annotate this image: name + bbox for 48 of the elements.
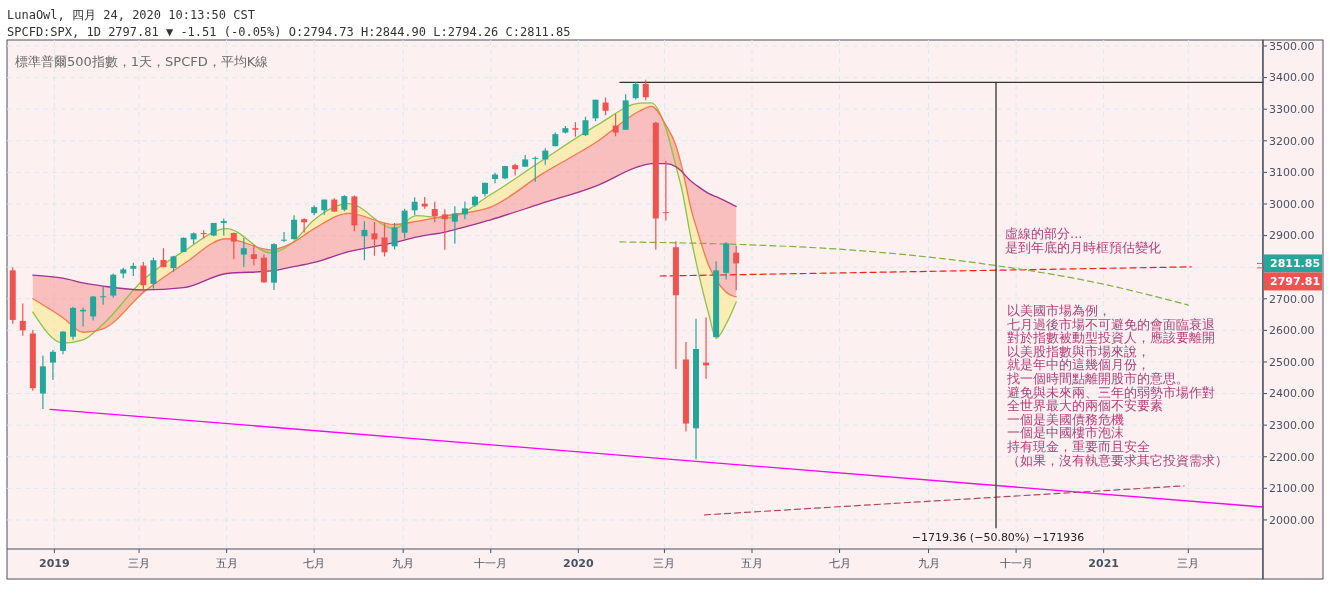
annotation: 對於指數被動型投資人，應該要離開 bbox=[1007, 330, 1215, 346]
y-tick-label: 2500.00 bbox=[1269, 355, 1315, 369]
x-tick-label: 十一月 bbox=[999, 557, 1033, 570]
x-tick-label: 七月 bbox=[828, 557, 851, 570]
ref-line-label: 2797.81 bbox=[1270, 275, 1321, 289]
y-tick-label: 3500.00 bbox=[1269, 39, 1315, 53]
x-tick-label: 九月 bbox=[392, 557, 415, 570]
y-tick-label: 3200.00 bbox=[1269, 134, 1315, 148]
x-tick-label: 2021 bbox=[1088, 557, 1119, 570]
y-tick-label: 2900.00 bbox=[1269, 229, 1315, 243]
chart-title: LunaOwl, 四月 24, 2020 10:13:50 CST bbox=[7, 8, 255, 22]
annotation: 七月過後市場不可避免的會面臨衰退 bbox=[1007, 316, 1215, 332]
annotation: （如果，沒有執意要求其它投資需求） bbox=[1007, 452, 1228, 468]
ref-line-label: 2811.85 bbox=[1270, 257, 1321, 271]
y-tick-label: 3000.00 bbox=[1269, 197, 1315, 211]
annotation: 全世界最大的兩個不安要素 bbox=[1007, 398, 1163, 414]
y-tick-label: 2700.00 bbox=[1269, 292, 1315, 306]
y-tick-label: 2300.00 bbox=[1269, 419, 1315, 432]
annotation: 標準普爾500指數，1天，SPCFD，平均K線 bbox=[15, 54, 269, 69]
annotation: 一個是美國債務危機 bbox=[1007, 411, 1124, 427]
x-tick-label: 2020 bbox=[562, 557, 594, 570]
x-tick-label: 2019 bbox=[39, 557, 70, 570]
annotation: 虛線的部分... bbox=[1005, 226, 1083, 241]
y-tick-label: 2000.00 bbox=[1269, 513, 1315, 527]
annotation: −1719.36 (−50.80%) −171936 bbox=[911, 530, 1085, 544]
y-tick-label: 2200.00 bbox=[1269, 450, 1315, 464]
y-tick-label: 2400.00 bbox=[1269, 387, 1315, 401]
x-tick-label: 七月 bbox=[303, 557, 326, 570]
y-tick-label: 3100.00 bbox=[1269, 166, 1315, 180]
annotation: 找一個時間點離開股市的意思。 bbox=[1006, 371, 1189, 386]
y-tick-label: 3300.00 bbox=[1269, 103, 1315, 117]
annotation: 以美國市場為例， bbox=[1007, 303, 1111, 318]
x-tick-label: 三月 bbox=[1177, 557, 1200, 570]
x-tick-label: 五月 bbox=[215, 557, 238, 570]
x-tick-label: 三月 bbox=[128, 557, 151, 570]
annotation: 以美股指數與市場來說， bbox=[1007, 343, 1150, 359]
x-tick-label: 九月 bbox=[917, 557, 940, 570]
chart-subtitle: SPCFD:SPX, 1D 2797.81 ▼ -1.51 (-0.05%) O:2794.73 H:2844.90 L:2794.26 C:2811.85 bbox=[7, 25, 571, 39]
y-tick-label: 2600.00 bbox=[1269, 324, 1315, 338]
annotation: 避免與未來兩、三年的弱勢市場作對 bbox=[1007, 384, 1215, 400]
annotation: 是到年底的月時框預估變化 bbox=[1005, 240, 1161, 255]
x-tick-label: 三月 bbox=[653, 557, 676, 570]
annotation: 持有現金，重要而且安全 bbox=[1007, 439, 1150, 454]
x-tick-label: 十一月 bbox=[474, 557, 508, 570]
annotation: 一個是中國樓市泡沫 bbox=[1007, 425, 1124, 441]
y-tick-label: 3400.00 bbox=[1269, 71, 1315, 85]
y-tick-label: 2100.00 bbox=[1269, 482, 1315, 496]
x-tick-label: 五月 bbox=[740, 557, 763, 570]
